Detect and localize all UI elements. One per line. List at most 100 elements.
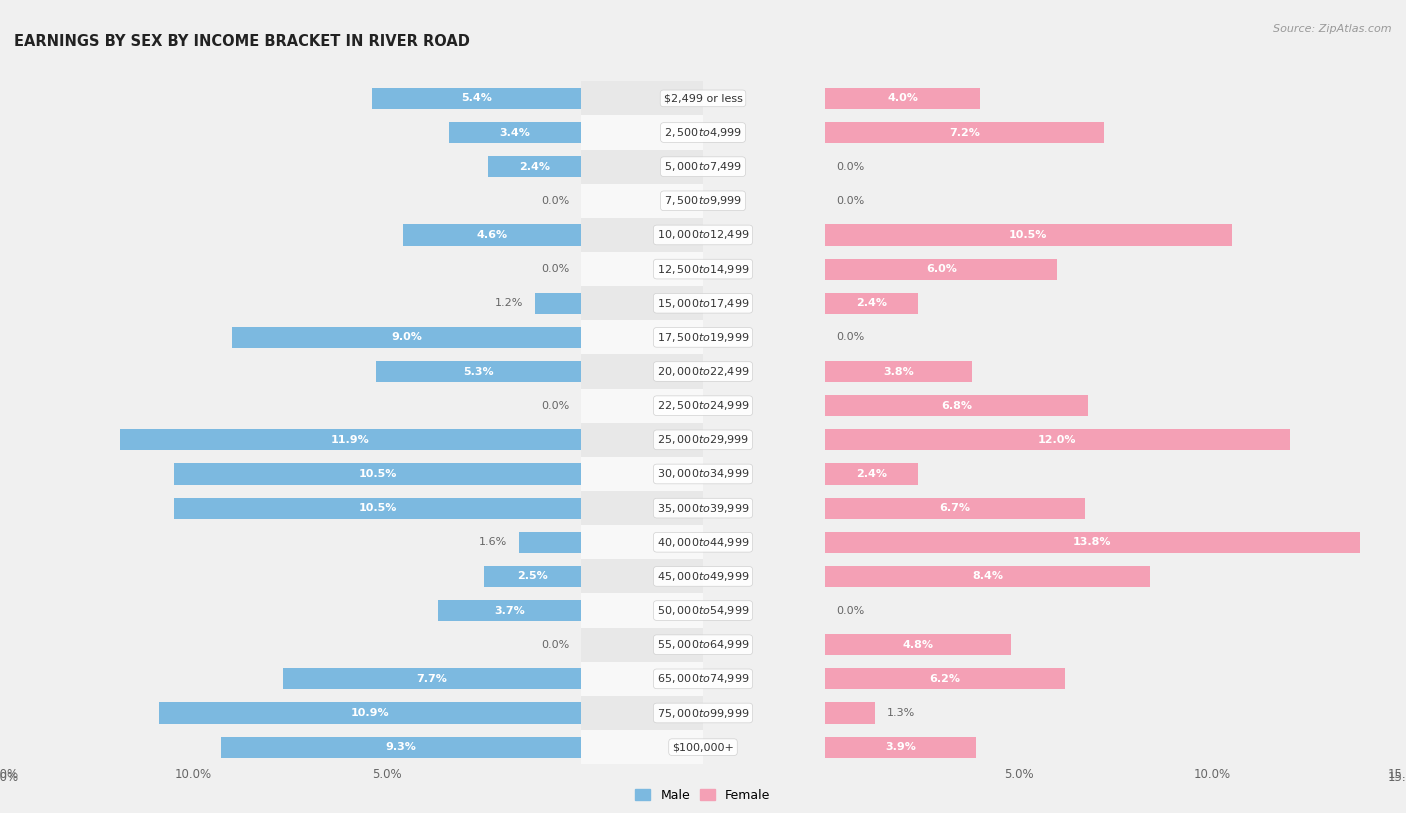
Bar	[0, 423, 825, 457]
Bar	[581, 730, 1406, 764]
Text: 7.2%: 7.2%	[949, 128, 980, 137]
Text: $7,500 to $9,999: $7,500 to $9,999	[664, 194, 742, 207]
Text: 4.0%: 4.0%	[887, 93, 918, 103]
Bar	[825, 259, 1057, 280]
Bar	[581, 320, 1406, 354]
Bar	[519, 532, 581, 553]
Bar	[0, 218, 825, 252]
Bar	[825, 532, 1360, 553]
Bar	[0, 628, 825, 662]
Bar	[581, 491, 1406, 525]
Bar	[0, 354, 825, 389]
Text: $12,500 to $14,999: $12,500 to $14,999	[657, 263, 749, 276]
Text: 3.4%: 3.4%	[499, 128, 530, 137]
Text: 2.4%: 2.4%	[519, 162, 550, 172]
Text: 6.0%: 6.0%	[925, 264, 956, 274]
Bar	[0, 593, 703, 628]
Text: $15,000 to $17,499: $15,000 to $17,499	[657, 297, 749, 310]
Text: 0.0%: 0.0%	[837, 333, 865, 342]
Text: 10.9%: 10.9%	[350, 708, 389, 718]
Text: $100,000+: $100,000+	[672, 742, 734, 752]
Bar	[232, 327, 581, 348]
Bar	[0, 423, 703, 457]
Text: 0.0%: 0.0%	[541, 264, 569, 274]
Bar	[0, 457, 825, 491]
Bar	[581, 662, 1406, 696]
Bar	[581, 218, 1406, 252]
Bar	[371, 88, 581, 109]
Bar	[825, 566, 1150, 587]
Bar	[174, 463, 581, 485]
Bar	[488, 156, 581, 177]
Bar	[0, 696, 825, 730]
Text: $75,000 to $99,999: $75,000 to $99,999	[657, 706, 749, 720]
Text: $22,500 to $24,999: $22,500 to $24,999	[657, 399, 749, 412]
Text: 4.6%: 4.6%	[477, 230, 508, 240]
Bar	[484, 566, 581, 587]
Text: 1.6%: 1.6%	[479, 537, 508, 547]
Bar	[0, 662, 825, 696]
Bar	[581, 696, 1406, 730]
Text: $2,499 or less: $2,499 or less	[664, 93, 742, 103]
Bar	[0, 559, 703, 593]
Text: 12.0%: 12.0%	[1038, 435, 1077, 445]
Text: 2.4%: 2.4%	[856, 469, 887, 479]
Text: 1.3%: 1.3%	[887, 708, 915, 718]
Bar	[0, 320, 703, 354]
Bar	[0, 525, 703, 559]
Text: 15.0%: 15.0%	[0, 771, 18, 784]
Bar	[0, 320, 825, 354]
Text: 5.4%: 5.4%	[461, 93, 492, 103]
Bar	[581, 559, 1406, 593]
Bar	[0, 491, 825, 525]
Text: 2.4%: 2.4%	[856, 298, 887, 308]
Bar	[581, 525, 1406, 559]
Bar	[283, 668, 581, 689]
Text: $10,000 to $12,499: $10,000 to $12,499	[657, 228, 749, 241]
Bar	[534, 293, 581, 314]
Bar	[581, 150, 1406, 184]
Bar	[450, 122, 581, 143]
Bar	[0, 389, 825, 423]
Text: 9.3%: 9.3%	[385, 742, 416, 752]
Bar	[0, 457, 703, 491]
Bar	[0, 150, 703, 184]
Bar	[375, 361, 581, 382]
Text: 6.7%: 6.7%	[939, 503, 970, 513]
Text: EARNINGS BY SEX BY INCOME BRACKET IN RIVER ROAD: EARNINGS BY SEX BY INCOME BRACKET IN RIV…	[14, 34, 470, 49]
Bar	[825, 395, 1088, 416]
Bar	[825, 293, 918, 314]
Bar	[0, 559, 825, 593]
Text: $5,000 to $7,499: $5,000 to $7,499	[664, 160, 742, 173]
Text: $45,000 to $49,999: $45,000 to $49,999	[657, 570, 749, 583]
Text: $40,000 to $44,999: $40,000 to $44,999	[657, 536, 749, 549]
Text: 15.0%: 15.0%	[1388, 771, 1406, 784]
Bar	[825, 498, 1084, 519]
Text: 7.7%: 7.7%	[416, 674, 447, 684]
Text: 1.2%: 1.2%	[495, 298, 523, 308]
Bar	[0, 252, 703, 286]
Bar	[581, 184, 1406, 218]
Bar	[825, 737, 976, 758]
Bar	[0, 491, 703, 525]
Bar	[0, 696, 703, 730]
Bar	[581, 252, 1406, 286]
Bar	[437, 600, 581, 621]
Text: 13.8%: 13.8%	[1073, 537, 1112, 547]
Bar	[581, 628, 1406, 662]
Bar	[0, 184, 703, 218]
Bar	[0, 662, 703, 696]
Text: 6.8%: 6.8%	[941, 401, 972, 411]
Bar	[120, 429, 581, 450]
Bar	[581, 354, 1406, 389]
Bar	[581, 457, 1406, 491]
Bar	[581, 423, 1406, 457]
Bar	[0, 730, 703, 764]
Text: $30,000 to $34,999: $30,000 to $34,999	[657, 467, 749, 480]
Text: 0.0%: 0.0%	[541, 640, 569, 650]
Bar	[825, 463, 918, 485]
Bar	[825, 634, 1011, 655]
Text: $35,000 to $39,999: $35,000 to $39,999	[657, 502, 749, 515]
Bar	[0, 218, 703, 252]
Text: 10.5%: 10.5%	[1010, 230, 1047, 240]
